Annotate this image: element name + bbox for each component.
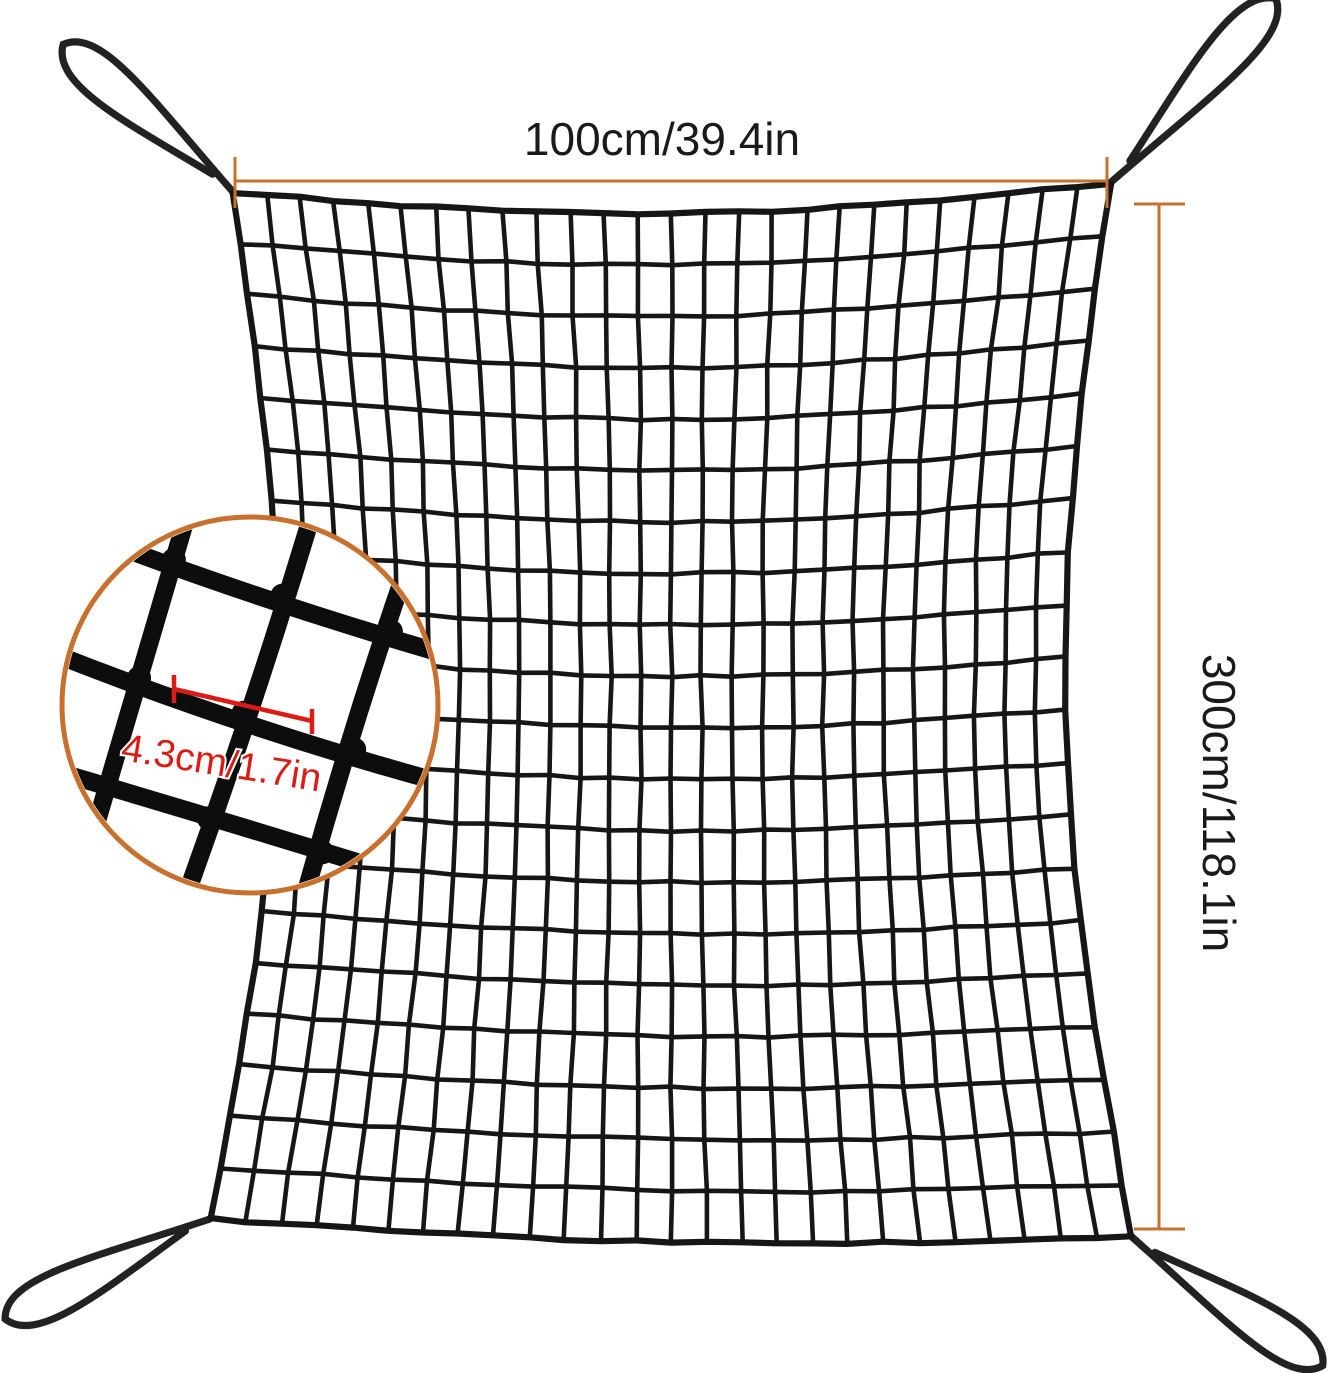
svg-text:300cm/118.1in: 300cm/118.1in bbox=[1193, 654, 1245, 952]
svg-text:100cm/39.4in: 100cm/39.4in bbox=[524, 113, 800, 165]
